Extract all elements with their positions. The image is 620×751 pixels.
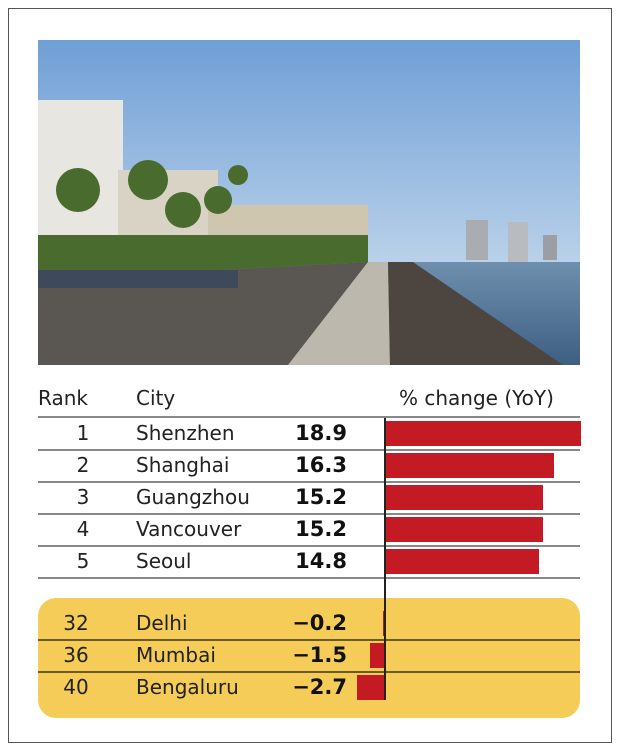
infographic-frame (8, 8, 612, 743)
rank-cell: 2 (76, 453, 90, 477)
bar-guangzhou (386, 485, 543, 510)
city-cell: Guangzhou (136, 485, 250, 509)
rank-cell: 1 (76, 421, 90, 445)
top-city-row: 5 Seoul 14.8 (38, 546, 580, 578)
value-label: −0.2 (292, 611, 347, 635)
india-city-row: 36 Mumbai −1.5 (38, 640, 580, 672)
zero-axis (384, 418, 386, 700)
city-cell: Seoul (136, 549, 192, 573)
marine-drive-photo (38, 40, 580, 365)
row-divider (38, 449, 580, 451)
rank-cell: 32 (63, 611, 89, 635)
value-label: 16.3 (295, 453, 347, 477)
india-highlight-panel (38, 598, 580, 718)
bar-shanghai (386, 453, 555, 478)
india-city-row: 32 Delhi −0.2 (38, 608, 580, 640)
top-city-row: 1 Shenzhen 18.9 (38, 418, 580, 450)
row-divider (38, 639, 580, 641)
row-divider (38, 671, 580, 673)
top-city-row: 2 Shanghai 16.3 (38, 450, 580, 482)
bar-vancouver (386, 517, 543, 542)
value-label: 15.2 (295, 517, 347, 541)
bar-seoul (386, 549, 539, 574)
rank-cell: 36 (63, 643, 89, 667)
row-divider (38, 545, 580, 547)
bar-shenzhen (386, 421, 581, 446)
city-cell: Delhi (136, 611, 188, 635)
india-city-row: 40 Bengaluru −2.7 (38, 672, 580, 704)
city-cell: Shenzhen (136, 421, 235, 445)
city-cell: Mumbai (136, 643, 216, 667)
row-divider (38, 481, 580, 483)
top-city-row: 3 Guangzhou 15.2 (38, 482, 580, 514)
rank-cell: 40 (63, 675, 89, 699)
value-label: 18.9 (295, 421, 347, 445)
top-city-row: 4 Vancouver 15.2 (38, 514, 580, 546)
header-rank: Rank (38, 386, 88, 410)
rank-cell: 4 (76, 517, 90, 541)
header-city: City (136, 386, 176, 410)
city-cell: Bengaluru (136, 675, 239, 699)
value-label: 14.8 (295, 549, 347, 573)
rank-cell: 5 (76, 549, 90, 573)
city-cell: Vancouver (136, 517, 242, 541)
value-label: −1.5 (292, 643, 347, 667)
row-divider (38, 577, 580, 579)
header-change: % change (YoY) (399, 386, 554, 410)
rank-cell: 3 (76, 485, 90, 509)
city-cell: Shanghai (136, 453, 230, 477)
row-divider (38, 513, 580, 515)
bar-bengaluru (357, 675, 385, 700)
value-label: −2.7 (292, 675, 347, 699)
value-label: 15.2 (295, 485, 347, 509)
header-divider (38, 416, 580, 418)
bar-mumbai (369, 643, 385, 668)
